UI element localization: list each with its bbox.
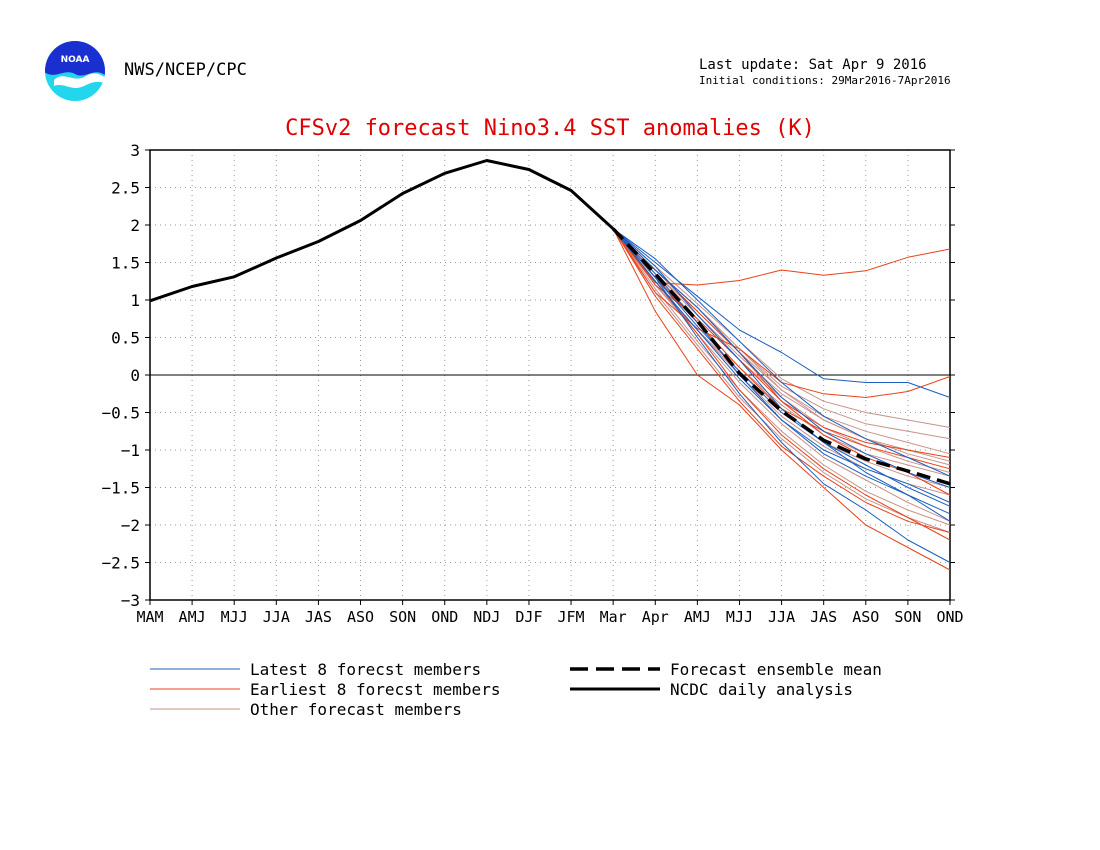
series-line-earliest [612, 228, 951, 541]
y-tick-label: −1 [121, 441, 140, 460]
series-line-other [612, 228, 951, 522]
series-line-earliest [612, 228, 951, 470]
x-tick-label: JAS [305, 608, 332, 626]
x-tick-label: Apr [642, 608, 669, 626]
series-line-other [612, 228, 951, 428]
y-tick-label: −1.5 [101, 479, 140, 498]
series-line-earliest [612, 228, 951, 458]
series-line-earliest [612, 228, 951, 533]
x-tick-label: JAS [810, 608, 837, 626]
y-tick-label: 2.5 [111, 179, 140, 198]
x-tick-label: SON [389, 608, 416, 626]
series-line-other [612, 228, 951, 526]
y-tick-label: 0 [130, 366, 140, 385]
x-tick-label: JFM [558, 608, 585, 626]
x-tick-label: DJF [515, 608, 542, 626]
y-tick-label: 3 [130, 141, 140, 160]
x-tick-label: MJJ [221, 608, 248, 626]
x-tick-label: AMJ [684, 608, 711, 626]
y-tick-label: 0.5 [111, 329, 140, 348]
noaa-logo: NOAA [45, 41, 105, 101]
legend-label-analysis: NCDC daily analysis [670, 680, 853, 699]
legend-label-other: Other forecast members [250, 700, 462, 719]
y-tick-label: −0.5 [101, 404, 140, 423]
y-tick-label: 1.5 [111, 254, 140, 273]
series-line-earliest [612, 228, 951, 571]
y-tick-label: −3 [121, 591, 140, 610]
x-tick-label: AMJ [179, 608, 206, 626]
y-tick-label: 1 [130, 291, 140, 310]
y-tick-label: −2 [121, 516, 140, 535]
x-tick-label: SON [894, 608, 921, 626]
series-line-latest [612, 228, 951, 398]
svg-text:NOAA: NOAA [61, 55, 90, 65]
series-line-latest [612, 228, 951, 515]
x-tick-label: ASO [852, 608, 879, 626]
x-tick-label: MJJ [726, 608, 753, 626]
series-line-earliest [612, 228, 951, 398]
initial-conditions: Initial conditions: 29Mar2016-7Apr2016 [699, 74, 951, 87]
series-line-other [612, 228, 951, 462]
x-tick-label: JJA [263, 608, 290, 626]
y-tick-label: 2 [130, 216, 140, 235]
legend-label-latest: Latest 8 forecst members [250, 660, 481, 679]
series-line-latest [612, 228, 951, 507]
legend-label-mean: Forecast ensemble mean [670, 660, 882, 679]
series-line-latest [612, 228, 951, 488]
series-line-latest [612, 228, 951, 477]
chart-title: CFSv2 forecast Nino3.4 SST anomalies (K) [285, 116, 815, 141]
agency-name: NWS/NCEP/CPC [124, 60, 247, 80]
x-tick-label: MAM [136, 608, 163, 626]
x-tick-label: ASO [347, 608, 374, 626]
y-tick-label: −2.5 [101, 554, 140, 573]
x-tick-label: OND [936, 608, 963, 626]
x-tick-label: NDJ [473, 608, 500, 626]
series-line-other [612, 228, 951, 533]
last-update: Last update: Sat Apr 9 2016 [699, 57, 927, 73]
x-tick-label: JJA [768, 608, 795, 626]
x-tick-label: OND [431, 608, 458, 626]
x-tick-label: Mar [600, 608, 627, 626]
series-line-analysis [149, 159, 615, 303]
legend-label-earliest: Earliest 8 forecst members [250, 680, 500, 699]
